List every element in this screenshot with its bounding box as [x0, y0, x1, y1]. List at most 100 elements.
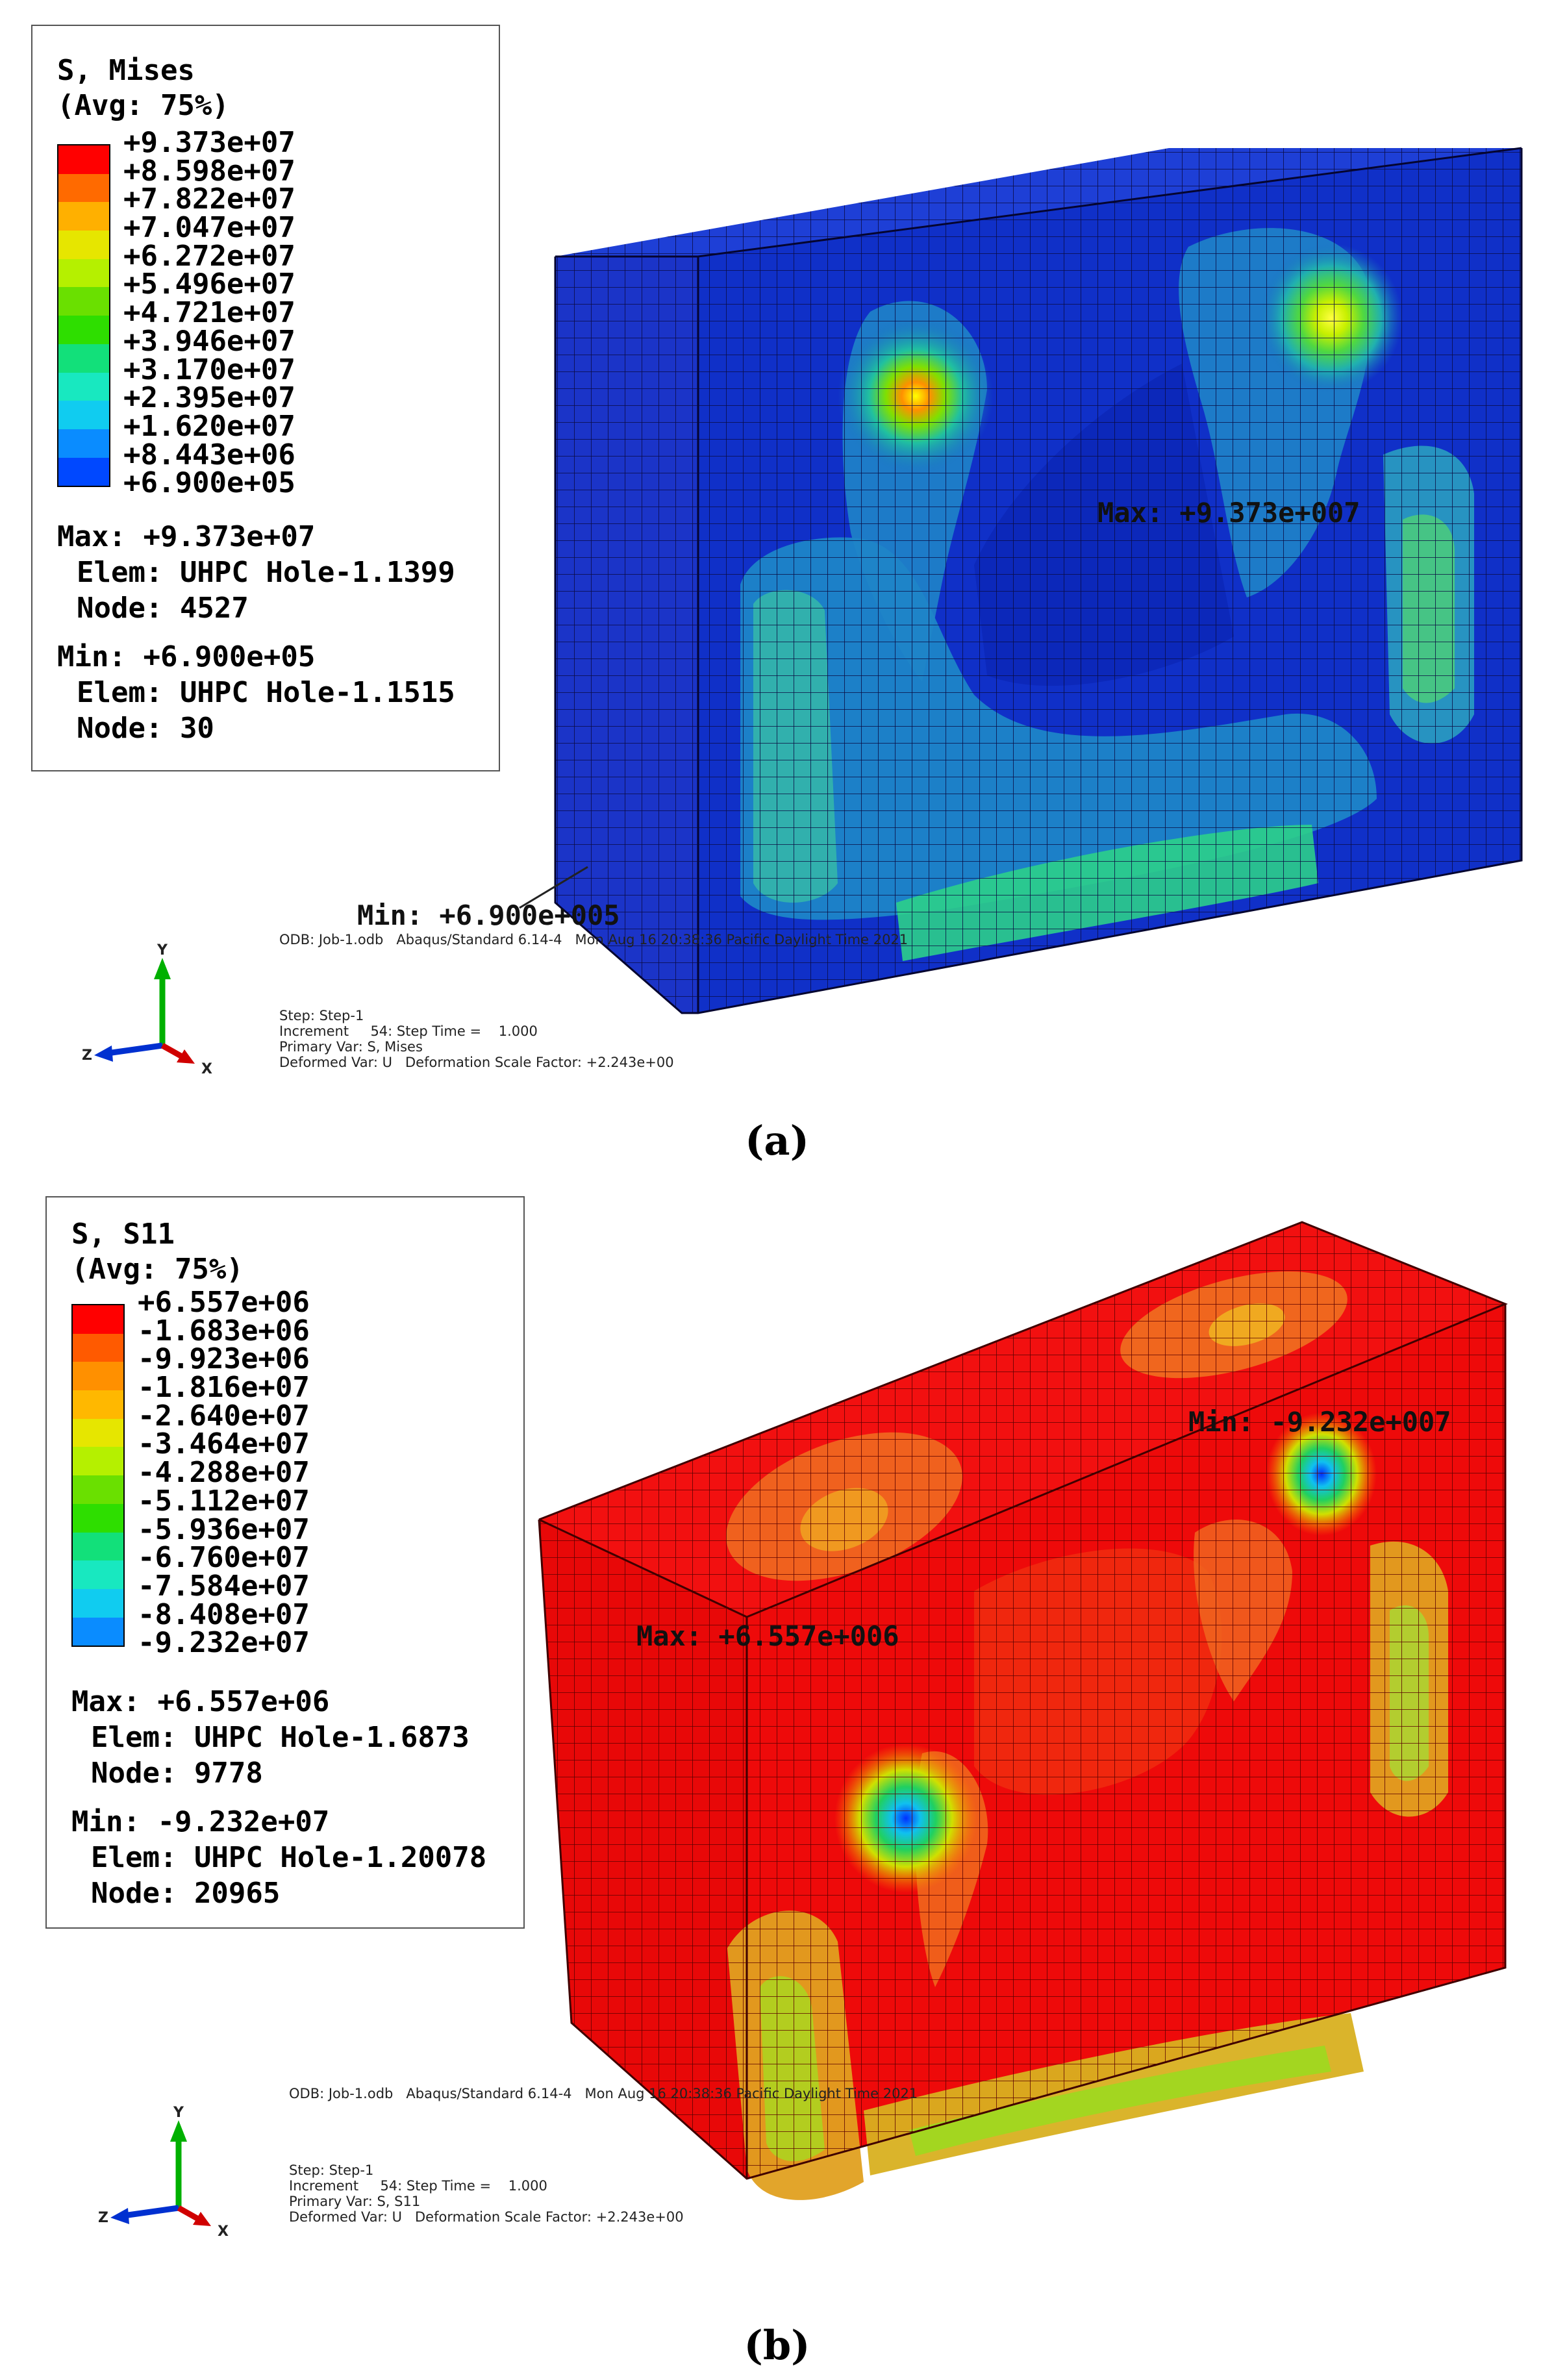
caption-b: (b) — [744, 2322, 810, 2369]
odb-info: ODB: Job-1.odb Abaqus/Standard 6.14-4 Mo… — [279, 932, 909, 947]
step-info-4: Deformed Var: U Deformation Scale Factor… — [279, 1055, 674, 1070]
axis-z-label: Z — [82, 1047, 92, 1064]
legend-min-node: Node: 20965 — [91, 1877, 281, 1910]
step-info-2: Increment 54: Step Time = 1.000 — [289, 2178, 547, 2194]
axis-x-label: X — [218, 2223, 229, 2240]
legend-value: +5.496e+07 — [123, 268, 295, 301]
legend-value: +7.822e+07 — [123, 182, 295, 216]
legend-subtitle: (Avg: 75%) — [71, 1253, 244, 1286]
legend-swatch — [73, 1390, 123, 1419]
legend-min-node: Node: 30 — [77, 712, 214, 745]
legend-value: +2.395e+07 — [123, 381, 295, 415]
legend-max-elem: Elem: UHPC Hole-1.6873 — [91, 1721, 470, 1754]
legend-value: +7.047e+07 — [123, 211, 295, 245]
legend-swatch — [58, 344, 109, 373]
legend-value: -7.584e+07 — [138, 1569, 310, 1603]
legend-value: -1.683e+06 — [138, 1314, 310, 1347]
annotation-min: Min: +6.900e+005 — [357, 899, 620, 931]
legend-min-elem: Elem: UHPC Hole-1.20078 — [91, 1841, 487, 1874]
legend-title: S, S11 — [71, 1218, 175, 1251]
annotation-max: Max: +6.557e+006 — [636, 1620, 899, 1652]
mesh-model-s11 — [538, 1221, 1508, 2200]
legend-swatch — [58, 429, 109, 458]
legend-mises: S, Mises (Avg: 75%) +9.373e+07 +8.598e+07… — [31, 25, 500, 771]
legend-value: +3.170e+07 — [123, 353, 295, 386]
legend-swatch — [73, 1503, 123, 1533]
legend-value: -4.288e+07 — [138, 1456, 310, 1490]
panel-a-mises: S, Mises (Avg: 75%) +9.373e+07 +8.598e+07… — [0, 0, 1554, 1169]
legend-swatch — [58, 372, 109, 401]
legend-swatch — [58, 287, 109, 316]
legend-value: +4.721e+07 — [123, 296, 295, 330]
legend-swatch — [58, 258, 109, 288]
legend-value: -6.760e+07 — [138, 1541, 310, 1575]
legend-swatch — [73, 1475, 123, 1504]
axis-triad-icon: Y Z X — [98, 2105, 229, 2240]
legend-swatch — [73, 1447, 123, 1476]
axis-y-label: Y — [173, 2105, 184, 2121]
legend-max-elem: Elem: UHPC Hole-1.1399 — [77, 556, 455, 589]
legend-swatch — [73, 1418, 123, 1447]
legend-title: S, Mises — [57, 54, 195, 87]
axis-triad-icon: Y Z X — [82, 942, 212, 1077]
step-info-1: Step: Step-1 — [279, 1008, 364, 1023]
legend-min-elem: Elem: UHPC Hole-1.1515 — [77, 676, 455, 709]
step-info-3: Primary Var: S, S11 — [289, 2194, 421, 2209]
panel-b-s11: S, S11 (Avg: 75%) +6.557e+06 -1.683e+06 -9… — [0, 1169, 1554, 2380]
legend-swatch — [58, 231, 109, 259]
legend-max-node: Node: 4527 — [77, 592, 249, 625]
legend-swatch — [58, 316, 109, 344]
legend-swatch — [73, 1305, 123, 1334]
legend-value: +6.272e+07 — [123, 239, 295, 273]
legend-colorbar — [71, 1304, 125, 1647]
step-info-1: Step: Step-1 — [289, 2162, 374, 2178]
legend-min-label: Min: +6.900e+05 — [57, 640, 316, 673]
annotation-max: Max: +9.373e+007 — [1097, 497, 1360, 529]
legend-swatch — [73, 1333, 123, 1362]
legend-value: +8.443e+06 — [123, 438, 295, 471]
legend-swatch — [58, 202, 109, 231]
axis-y-label: Y — [157, 942, 168, 958]
legend-swatch — [58, 173, 109, 203]
legend-value: +9.373e+07 — [123, 126, 295, 159]
legend-value: +3.946e+07 — [123, 324, 295, 358]
legend-value: -3.464e+07 — [138, 1427, 310, 1461]
legend-value: -2.640e+07 — [138, 1399, 310, 1433]
legend-swatch — [73, 1532, 123, 1561]
annotation-min: Min: -9.232e+007 — [1188, 1406, 1451, 1438]
legend-swatch — [58, 401, 109, 429]
legend-value: +1.620e+07 — [123, 409, 295, 443]
legend-swatch — [58, 457, 109, 486]
legend-swatch — [73, 1362, 123, 1391]
legend-s11: S, S11 (Avg: 75%) +6.557e+06 -1.683e+06 -9… — [45, 1196, 525, 1929]
legend-value: -5.936e+07 — [138, 1512, 310, 1546]
legend-swatch — [73, 1560, 123, 1589]
legend-min-label: Min: -9.232e+07 — [71, 1805, 330, 1838]
legend-value: -1.816e+07 — [138, 1371, 310, 1405]
axis-x-label: X — [201, 1061, 212, 1077]
step-info-3: Primary Var: S, Mises — [279, 1039, 423, 1055]
legend-value: +6.900e+05 — [123, 466, 295, 500]
legend-value: -9.923e+06 — [138, 1342, 310, 1376]
legend-swatch — [73, 1617, 123, 1646]
legend-value: -5.112e+07 — [138, 1484, 310, 1518]
legend-swatch — [73, 1588, 123, 1618]
step-info-2: Increment 54: Step Time = 1.000 — [279, 1023, 538, 1039]
caption-a: (a) — [745, 1117, 809, 1164]
axis-z-label: Z — [98, 2210, 108, 2226]
legend-swatch — [58, 145, 109, 174]
odb-info: ODB: Job-1.odb Abaqus/Standard 6.14-4 Mo… — [289, 2086, 918, 2101]
legend-max-node: Node: 9778 — [91, 1757, 263, 1790]
legend-colorbar — [57, 144, 110, 488]
legend-value: -9.232e+07 — [138, 1626, 310, 1660]
step-info-4: Deformed Var: U Deformation Scale Factor… — [289, 2209, 684, 2225]
legend-value: +8.598e+07 — [123, 154, 295, 188]
legend-subtitle: (Avg: 75%) — [57, 89, 229, 122]
legend-values: +6.557e+06 -1.683e+06 -9.923e+06 -1.816e+07… — [138, 1288, 310, 1657]
legend-value: +6.557e+06 — [138, 1286, 310, 1319]
legend-value: -8.408e+07 — [138, 1597, 310, 1631]
mesh-model-mises — [519, 147, 1523, 1014]
legend-values: +9.373e+07 +8.598e+07 +7.822e+07 +7.047e+07… — [123, 129, 295, 497]
legend-max-label: Max: +6.557e+06 — [71, 1685, 330, 1718]
legend-max-label: Max: +9.373e+07 — [57, 520, 316, 553]
